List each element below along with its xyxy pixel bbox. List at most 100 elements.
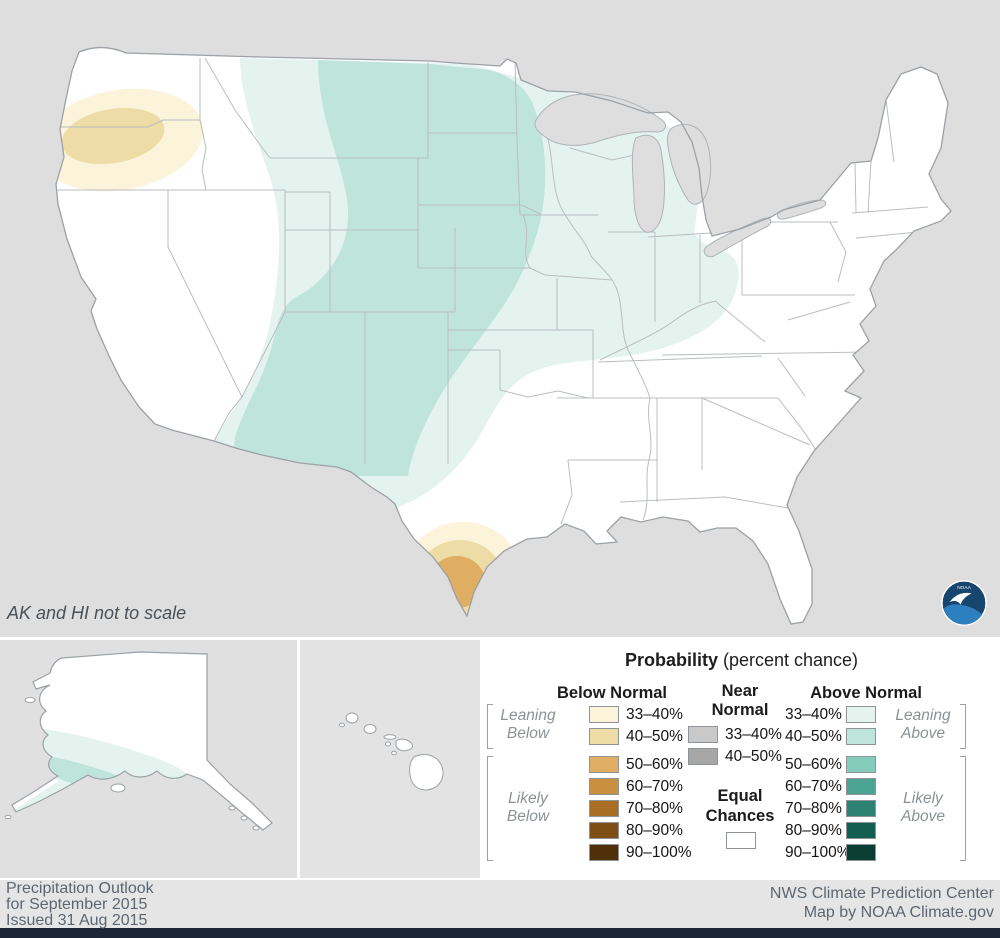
equal-chances-line2: Chances [705,807,775,825]
lake-huron [666,124,712,205]
color-swatch [846,778,876,795]
state-borders [56,57,929,525]
leaning-above-line1: Leaning [895,707,951,724]
color-swatch [589,778,619,795]
equal-chances-swatch [726,832,756,849]
leaning-above-label: Leaning Above [891,707,955,743]
above-normal-core-region [233,60,546,476]
legend-title: Probability (percent chance) [483,650,1000,671]
footer-issued: Issued 31 Aug 2015 [6,912,148,929]
footer-credit: Map by NOAA Climate.gov [803,904,994,921]
noaa-logo-sea [943,604,983,625]
above-normal-header: Above Normal [810,684,922,702]
leaning-below-line1: Leaning [500,707,556,724]
legend-row-above-80-90: 80–90% [785,822,876,839]
island [409,754,444,791]
legend-row-above-50-60: 50–60% [785,756,876,773]
swatch-label: 80–90% [785,821,842,839]
color-swatch [589,822,619,839]
swatch-label: 70–80% [785,799,842,817]
swatch-label: 33–40% [626,705,683,723]
swatch-label: 40–50% [626,727,683,745]
below-normal-northwest-core [61,107,165,165]
hawaii-islands [339,712,444,791]
hawaii-inset-map [300,640,480,878]
hawaii-map [339,712,444,791]
alaska-map [4,651,273,831]
lake-superior [534,93,666,146]
swatch-label: 60–70% [785,777,842,795]
footer-source: NWS Climate Prediction Center [769,885,994,902]
footer-right: NWS Climate Prediction Center Map by NOA… [770,884,994,922]
great-lakes [534,93,827,258]
legend-title-rest: (percent chance) [717,650,859,670]
swatch-label: 40–50% [725,747,782,765]
legend-row-above-33-40: 33–40% [785,706,876,723]
legend-row-above-90-100: 90–100% [785,844,876,861]
legend-row-above-60-70: 60–70% [785,778,876,795]
swatch-label: 33–40% [785,705,842,723]
color-swatch [846,844,876,861]
swatch-label: 40–50% [785,727,842,745]
likely-above-bracket [960,756,966,861]
inset-and-legend-row: Probability (percent chance) Below Norma… [0,640,1000,878]
alaska-inset-map [0,640,297,878]
noaa-bird-icon [949,592,972,605]
leaning-below-line2: Below [506,725,550,742]
leaning-below-bracket [487,704,493,749]
swatch-label: 50–60% [785,755,842,773]
island [252,825,260,831]
likely-below-line2: Below [506,808,550,825]
island [110,783,126,793]
footer: Precipitation Outlook for September 2015… [0,880,1000,929]
likely-below-bracket [487,756,493,861]
probability-shading [56,57,929,618]
swatch-label: 33–40% [725,725,782,743]
legend-row-below-40-50: 40–50% [589,728,683,745]
color-swatch [846,822,876,839]
island [391,750,397,756]
color-swatch [688,726,718,743]
color-swatch [589,756,619,773]
near-normal-header-line1: Near [721,682,759,700]
noaa-logo-graphic: NOAA [941,580,987,626]
alaska-islands [4,697,260,831]
likely-above-line1: Likely [903,790,943,807]
legend-row-below-60-70: 60–70% [589,778,683,795]
noaa-logo: NOAA [941,580,987,626]
color-swatch [846,756,876,773]
legend-title-bold: Probability [624,650,718,670]
color-swatch [589,728,619,745]
legend-row-above-70-80: 70–80% [785,800,876,817]
conus-map-section: AK and HI not to scale NOAA [0,0,1000,637]
footer-period: for September 2015 [6,896,148,913]
leaning-below-label: Leaning Below [496,707,560,743]
color-swatch [589,844,619,861]
color-swatch [589,800,619,817]
color-swatch [846,800,876,817]
island [339,722,345,728]
color-swatch [846,728,876,745]
color-swatch [688,748,718,765]
island [24,697,36,703]
island [384,741,392,747]
swatch-label: 80–90% [626,821,683,839]
lake-michigan [631,134,665,233]
noaa-logo-text: NOAA [957,585,971,591]
color-swatch [589,706,619,723]
likely-below-line1: Likely [508,790,548,807]
legend-row-near-33-40: 33–40% [688,726,782,743]
near-normal-header: Near Normal [680,682,800,720]
below-normal-header: Below Normal [556,684,668,702]
island [345,712,359,724]
island [383,734,397,740]
lake-erie [703,217,772,258]
lake-ontario [776,199,827,220]
equal-chances-label: Equal Chances [680,786,800,826]
footer-title: Precipitation Outlook [6,880,154,897]
legend-row-below-80-90: 80–90% [589,822,683,839]
footer-left: Precipitation Outlook for September 2015… [6,881,154,929]
legend-row-below-90-100: 90–100% [589,844,692,861]
likely-above-line2: Above [901,808,945,825]
